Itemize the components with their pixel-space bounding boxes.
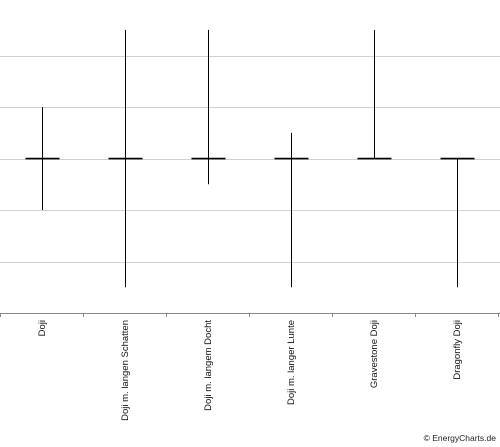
category-labels: Doji Doji m. langen Schatten Doji m. lange…: [37, 320, 463, 421]
x-axis: [0, 313, 500, 317]
category-label-4: Gravestone Doji: [369, 320, 380, 388]
copyright-text: © EnergyCharts.de: [423, 433, 496, 443]
category-label-1: Doji m. langen Schatten: [120, 320, 131, 421]
category-label-3: Doji m. langer Lunte: [286, 320, 297, 405]
candles: [25, 29, 475, 288]
category-label-5: Dragonfly Doji: [452, 320, 463, 380]
category-label-2: Doji m. langem Docht: [203, 320, 214, 411]
category-label-0: Doji: [37, 320, 48, 336]
gridlines: [0, 56, 500, 263]
